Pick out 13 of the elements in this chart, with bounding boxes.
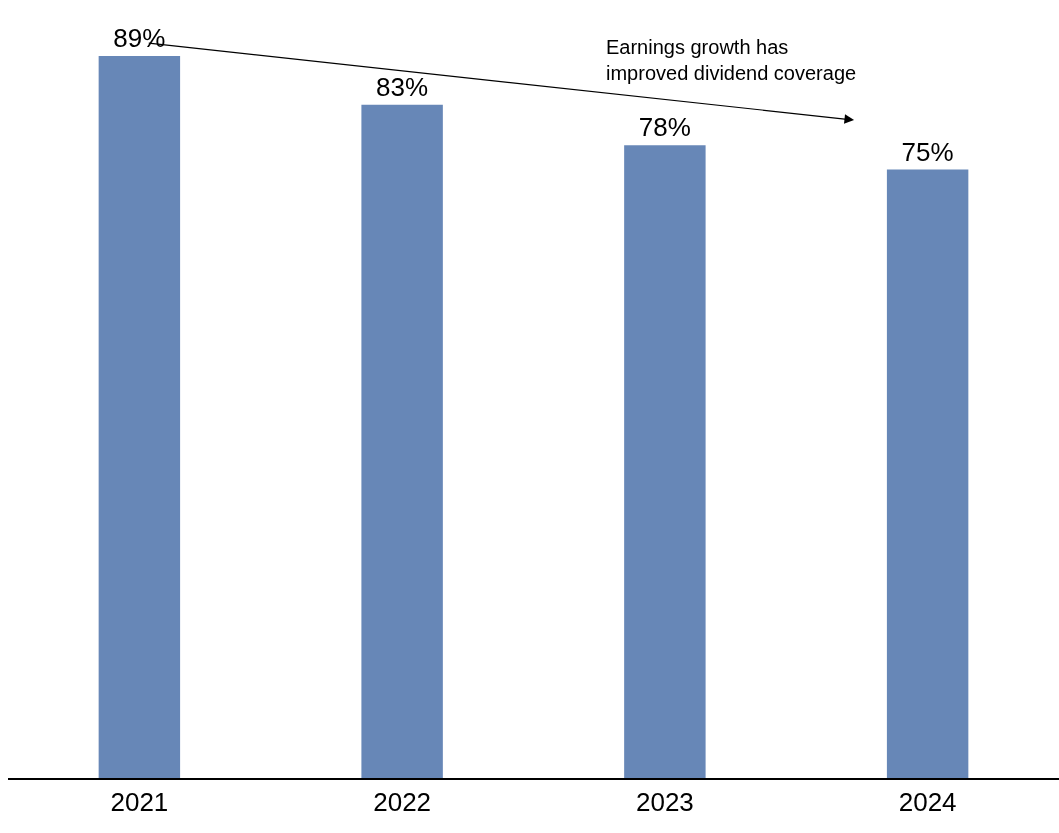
bar [886,169,969,778]
bar [98,56,181,778]
x-tick-label: 2024 [898,787,957,818]
x-tick-label: 2022 [373,787,432,818]
data-label: 78% [638,112,691,143]
data-label: 83% [376,71,429,102]
x-tick-label: 2021 [110,787,169,818]
data-label: 75% [901,136,954,167]
bar [361,104,443,778]
data-label: 89% [113,23,166,53]
bar [624,145,706,778]
annotation: Earnings growth has improved dividend coverage [606,36,857,84]
x-tick-label: 2023 [635,787,694,818]
